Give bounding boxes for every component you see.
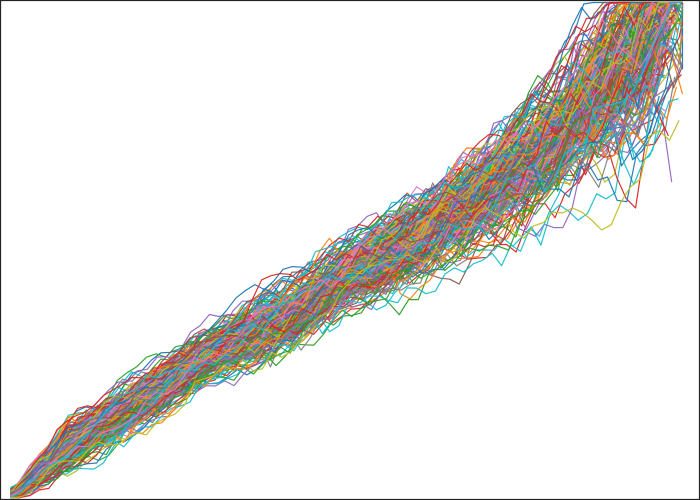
series-line <box>10 34 660 496</box>
series-line <box>10 62 663 498</box>
series-line <box>10 12 667 495</box>
series-line <box>10 43 676 497</box>
series-line <box>10 1 675 489</box>
series-line <box>10 1 653 490</box>
series-line <box>10 25 668 494</box>
series-line <box>10 1 665 499</box>
series-layer <box>10 1 684 499</box>
series-line <box>10 1 668 489</box>
series-line <box>10 1 660 491</box>
series-line <box>10 1 682 498</box>
series-line <box>10 2 684 495</box>
series-line <box>10 87 656 496</box>
series-line <box>10 1 678 492</box>
series-line <box>10 14 675 494</box>
series-line <box>10 1 683 497</box>
series-line <box>10 1 680 497</box>
series-line <box>10 1 684 494</box>
series-line <box>10 119 680 499</box>
